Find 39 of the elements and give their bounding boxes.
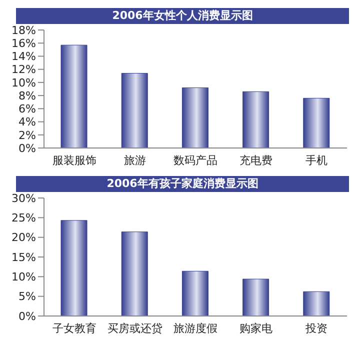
bar	[182, 87, 208, 148]
y-tick-label: 0%	[18, 142, 36, 155]
y-tick-label: 30%	[12, 192, 36, 205]
bar	[121, 73, 148, 148]
y-tick-label: 25%	[12, 212, 36, 225]
x-tick-label: 旅游度假	[174, 322, 218, 335]
bar	[242, 91, 270, 148]
x-tick-label: 手机	[306, 154, 328, 167]
bar	[60, 44, 88, 148]
y-tick-label: 18%	[12, 24, 36, 37]
bar	[182, 270, 208, 316]
x-tick-label: 数码产品	[174, 154, 218, 167]
y-tick-label: 14%	[12, 50, 36, 64]
y-tick-label: 12%	[12, 63, 36, 76]
chart-title: 2006年有孩子家庭消费显示图	[16, 176, 349, 192]
x-tick-label: 买房或还贷	[107, 322, 162, 335]
y-tick-label: 15%	[12, 250, 36, 264]
x-tick-label: 子女教育	[52, 322, 96, 335]
x-tick-label: 旅游	[124, 154, 146, 167]
y-tick-label: 0%	[18, 310, 36, 323]
y-tick-label: 20%	[12, 231, 36, 244]
y-tick-label: 2%	[18, 128, 36, 142]
y-tick-label: 5%	[18, 290, 36, 304]
chart-title: 2006年女性个人消费显示图	[16, 8, 349, 24]
bar	[303, 98, 330, 148]
y-tick-label: 10%	[12, 76, 36, 90]
x-tick-label: 投资	[304, 322, 328, 335]
y-tick-label: 16%	[12, 37, 36, 50]
bar	[121, 232, 148, 316]
bar	[60, 220, 88, 316]
y-tick-label: 4%	[18, 116, 36, 129]
x-tick-label: 充电费	[240, 154, 273, 167]
y-tick-label: 8%	[18, 89, 36, 102]
x-tick-label: 购家电	[240, 322, 273, 335]
bar	[303, 291, 330, 316]
bar	[242, 278, 270, 316]
y-tick-label: 10%	[12, 270, 36, 284]
x-tick-label: 服装服饰	[52, 154, 96, 167]
y-tick-label: 6%	[18, 102, 36, 116]
